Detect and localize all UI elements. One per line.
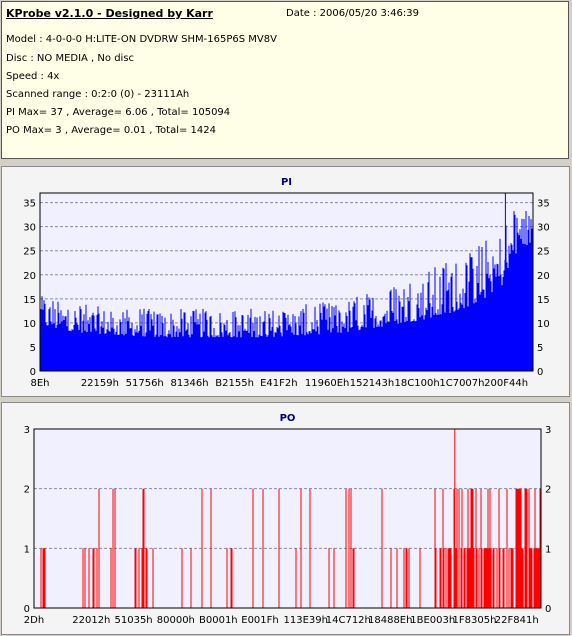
pi-chart: PI 0 0 5 5 10 10 15 15 20 20 25 25 30 30 35 35 8Eh 22159h 5… <box>23 177 550 389</box>
po-chart-panel: PO 0 0 1 1 2 2 3 3 2Dh 22012h 51035h 80000h B0001h E00… <box>1 402 570 635</box>
x-tick-label: 51035h <box>115 615 153 626</box>
pi-chart-panel: PI 0 0 5 5 10 10 15 15 20 20 25 25 30 30 35 35 8Eh 22159h 5… <box>1 166 570 397</box>
pi-summary-line: PI Max= 37 , Average= 6.06 , Total= 1050… <box>6 107 231 118</box>
x-tick-label: 18C100h <box>395 378 440 389</box>
x-tick-label: 81346h <box>170 378 208 389</box>
y-tick-label-right: 0 <box>545 604 551 615</box>
speed-line: Speed : 4x <box>6 71 60 82</box>
y-tick-label-left: 5 <box>30 343 36 354</box>
y-tick-label-left: 35 <box>23 199 36 210</box>
x-tick-label: 152143h <box>350 378 395 389</box>
scanned-range-line: Scanned range : 0:2:0 (0) - 23111Ah <box>6 89 190 100</box>
y-tick-label-right: 0 <box>537 367 543 378</box>
model-line: Model : 4-0-0-0 H:LITE-ON DVDRW SHM-165P… <box>6 34 277 45</box>
x-tick-label: 18488Eh <box>368 615 412 626</box>
y-tick-label-left: 3 <box>24 425 30 436</box>
x-tick-label: 22012h <box>72 615 110 626</box>
y-tick-label-left: 15 <box>23 295 36 306</box>
y-tick-label-right: 2 <box>545 485 551 496</box>
x-tick-label: 22F841h <box>495 615 539 626</box>
y-tick-label-right: 1 <box>545 544 551 555</box>
x-tick-label: E001Fh <box>241 615 279 626</box>
y-tick-label-right: 30 <box>537 223 550 234</box>
y-tick-label-left: 10 <box>23 319 36 330</box>
y-tick-label-left: 2 <box>24 485 30 496</box>
x-tick-label: 8Eh <box>30 378 49 389</box>
x-tick-label: E41F2h <box>260 378 298 389</box>
app-title: KProbe v2.1.0 - Designed by Karr <box>6 7 213 20</box>
x-tick-label: 22159h <box>81 378 119 389</box>
po-bars <box>40 429 541 608</box>
chart-title: PI <box>281 177 292 188</box>
x-tick-label: 1C7007h <box>439 378 484 389</box>
disc-line: Disc : NO MEDIA , No disc <box>6 53 135 64</box>
x-tick-label: 113E39h <box>284 615 328 626</box>
plot-border <box>39 192 534 372</box>
y-tick-label-right: 20 <box>537 271 550 282</box>
x-tick-label: 1F8305h <box>453 615 497 626</box>
y-tick-label-left: 0 <box>30 367 36 378</box>
y-tick-label-right: 10 <box>537 319 550 330</box>
y-tick-label-left: 1 <box>24 544 30 555</box>
x-tick-label: B2155h <box>215 378 254 389</box>
y-tick-label-left: 30 <box>23 223 36 234</box>
pi-bars <box>40 193 533 371</box>
info-panel: KProbe v2.1.0 - Designed by Karr Date : … <box>1 1 569 159</box>
x-tick-label: 1BE003h <box>410 615 455 626</box>
y-tick-label-right: 15 <box>537 295 550 306</box>
plot-border <box>33 428 542 609</box>
y-tick-label-left: 20 <box>23 271 36 282</box>
po-summary-line: PO Max= 3 , Average= 0.01 , Total= 1424 <box>6 125 216 136</box>
y-tick-label-right: 25 <box>537 247 550 258</box>
x-tick-label: 11960Eh <box>305 378 349 389</box>
y-tick-label-right: 35 <box>537 199 550 210</box>
x-tick-label: 2Dh <box>24 615 44 626</box>
po-chart: PO 0 0 1 1 2 2 3 3 2Dh 22012h 51035h 80000h B0001h E00… <box>24 413 552 626</box>
y-tick-label-left: 0 <box>24 604 30 615</box>
y-tick-label-right: 3 <box>545 425 551 436</box>
y-tick-label-left: 25 <box>23 247 36 258</box>
chart-title: PO <box>280 413 296 424</box>
x-tick-label: 200F44h <box>484 378 528 389</box>
x-tick-label: 80000h <box>157 615 195 626</box>
x-tick-label: B0001h <box>199 615 238 626</box>
x-tick-label: 14C712h <box>326 615 371 626</box>
y-tick-label-right: 5 <box>537 343 543 354</box>
scan-date: Date : 2006/05/20 3:46:39 <box>286 8 419 19</box>
x-tick-label: 51756h <box>126 378 164 389</box>
